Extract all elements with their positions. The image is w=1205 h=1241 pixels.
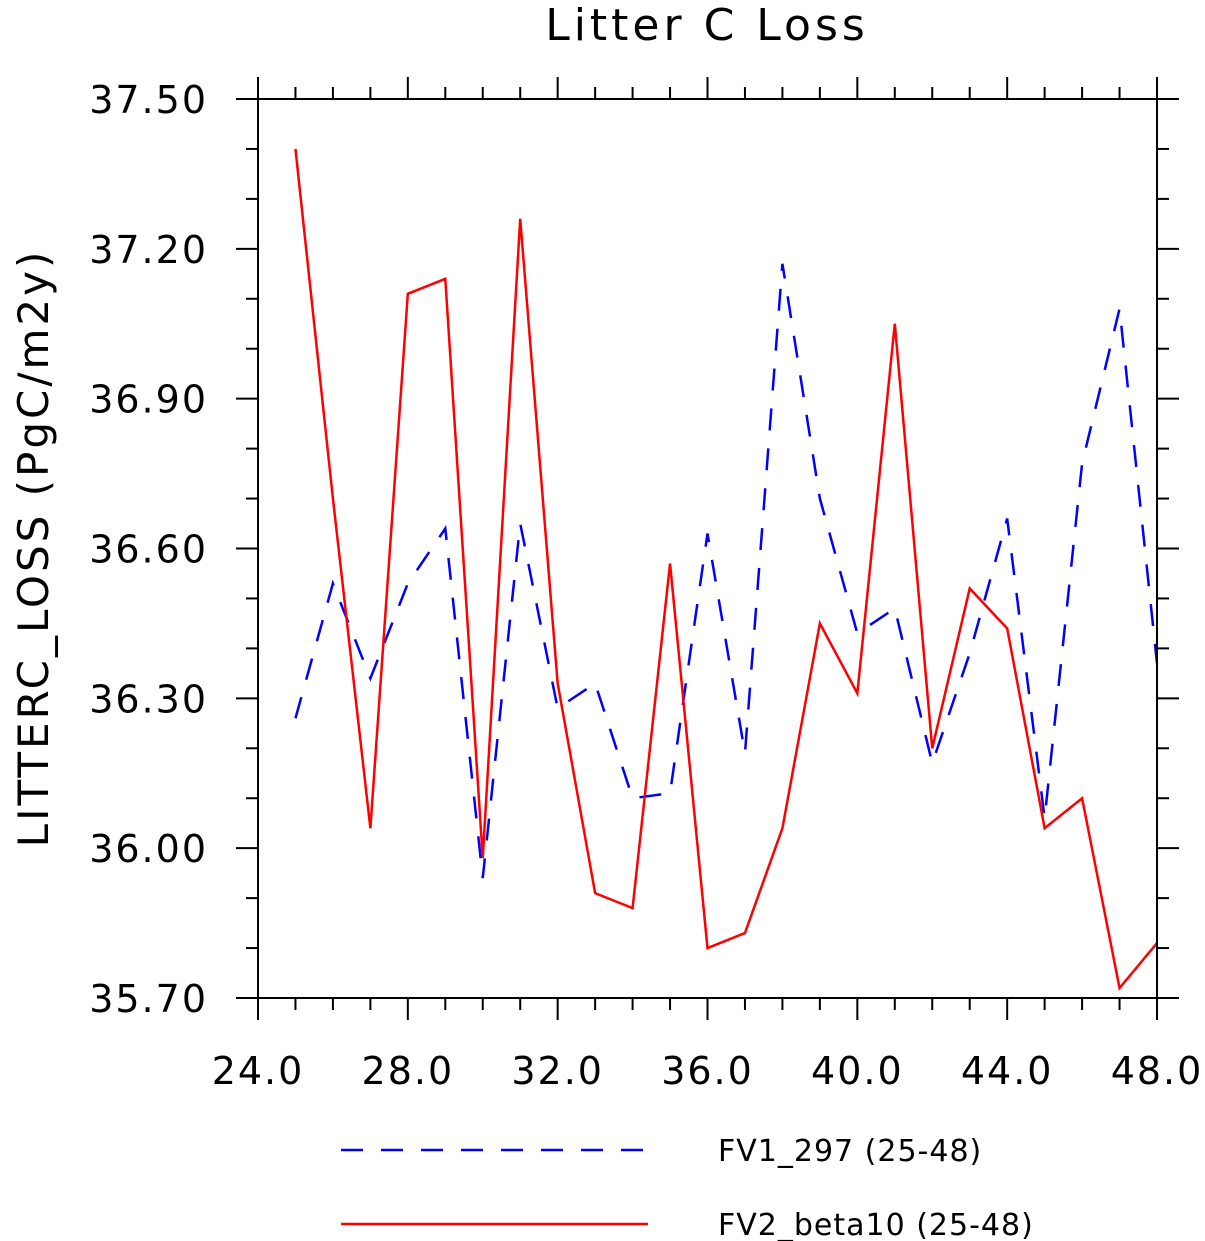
y-tick-label: 36.00 (89, 827, 208, 871)
tick-labels: 24.0 28.0 32.0 36.0 40.0 44.0 48.0 35.70 36.00 36… (89, 78, 1204, 1093)
series-line-1 (294, 263, 1159, 879)
y-tick-label: 37.20 (89, 228, 208, 272)
y-tick-label: 35.70 (89, 977, 208, 1021)
plot-area (294, 148, 1159, 991)
x-tick-label: 32.0 (511, 1049, 604, 1093)
x-tick-label: 36.0 (661, 1049, 754, 1093)
x-tick-label: 40.0 (811, 1049, 904, 1093)
tick-marks (236, 77, 1179, 1020)
y-tick-label: 36.30 (89, 677, 208, 721)
plot-frame (257, 98, 1158, 999)
legend-label-2: FV2_beta10 (25-48) (718, 1208, 1034, 1241)
y-axis-label: LITTERC_LOSS (PgC/m2y) (9, 249, 58, 848)
y-tick-label: 36.90 (89, 378, 208, 422)
x-tick-label: 48.0 (1111, 1049, 1204, 1093)
y-tick-label: 37.50 (89, 78, 208, 122)
x-tick-label: 28.0 (362, 1049, 455, 1093)
series-line-2 (294, 148, 1158, 991)
legend: FV1_297 (25-48) FV2_beta10 (25-48) (341, 1134, 1034, 1241)
chart-title: Litter C Loss (545, 0, 869, 51)
legend-label-1: FV1_297 (25-48) (718, 1134, 982, 1169)
x-tick-label: 24.0 (212, 1049, 305, 1093)
y-tick-label: 36.60 (89, 528, 208, 572)
x-tick-label: 44.0 (961, 1049, 1054, 1093)
